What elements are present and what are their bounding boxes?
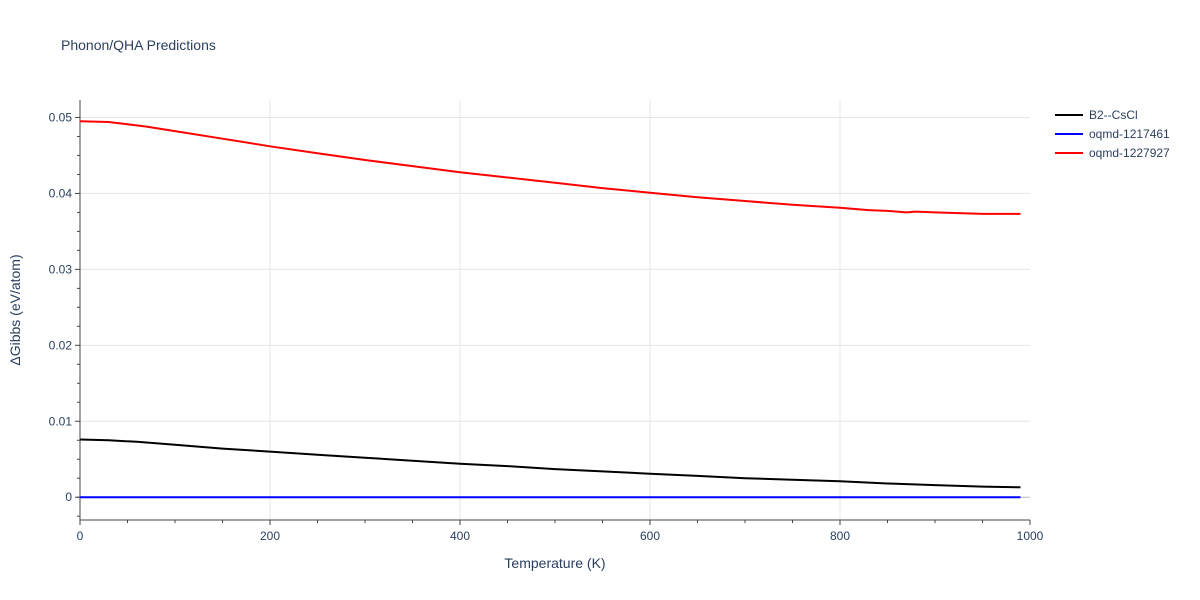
x-tick-label: 200 xyxy=(260,529,280,543)
x-tick-label: 0 xyxy=(77,529,84,543)
x-tick-label: 1000 xyxy=(1017,529,1044,543)
chart-title: Phonon/QHA Predictions xyxy=(61,37,216,53)
legend-label: oqmd-1217461 xyxy=(1089,127,1170,141)
y-tick-label: 0.03 xyxy=(49,262,73,276)
y-tick-label: 0.02 xyxy=(49,338,73,352)
legend-item[interactable]: oqmd-1217461 xyxy=(1055,127,1170,141)
legend[interactable]: B2--CsCl oqmd-1217461 oqmd-1227927 xyxy=(1055,108,1170,160)
x-axis-title: Temperature (K) xyxy=(504,555,605,571)
series-lines xyxy=(79,120,1021,499)
y-tick-label: 0.01 xyxy=(49,414,73,428)
grid-lines xyxy=(80,100,1030,520)
axes: 0 200 400 600 800 1000 0 0.01 0.02 0.03 0.04 0.05 xyxy=(49,100,1044,543)
x-tick-label: 600 xyxy=(640,529,660,543)
y-tick-label: 0 xyxy=(65,490,72,504)
series-line-oqmd-1227927[interactable] xyxy=(79,120,1021,215)
x-tick-label: 800 xyxy=(830,529,850,543)
y-tick-label: 0.05 xyxy=(49,110,73,124)
y-axis-title: ΔGibbs (eV/atom) xyxy=(7,254,23,365)
legend-item[interactable]: B2--CsCl xyxy=(1055,108,1138,122)
y-tick-label: 0.04 xyxy=(49,186,73,200)
legend-item[interactable]: oqmd-1227927 xyxy=(1055,146,1170,160)
x-tick-label: 400 xyxy=(450,529,470,543)
legend-label: B2--CsCl xyxy=(1089,108,1138,122)
legend-label: oqmd-1227927 xyxy=(1089,146,1170,160)
series-line-b2-cscl[interactable] xyxy=(79,438,1021,489)
